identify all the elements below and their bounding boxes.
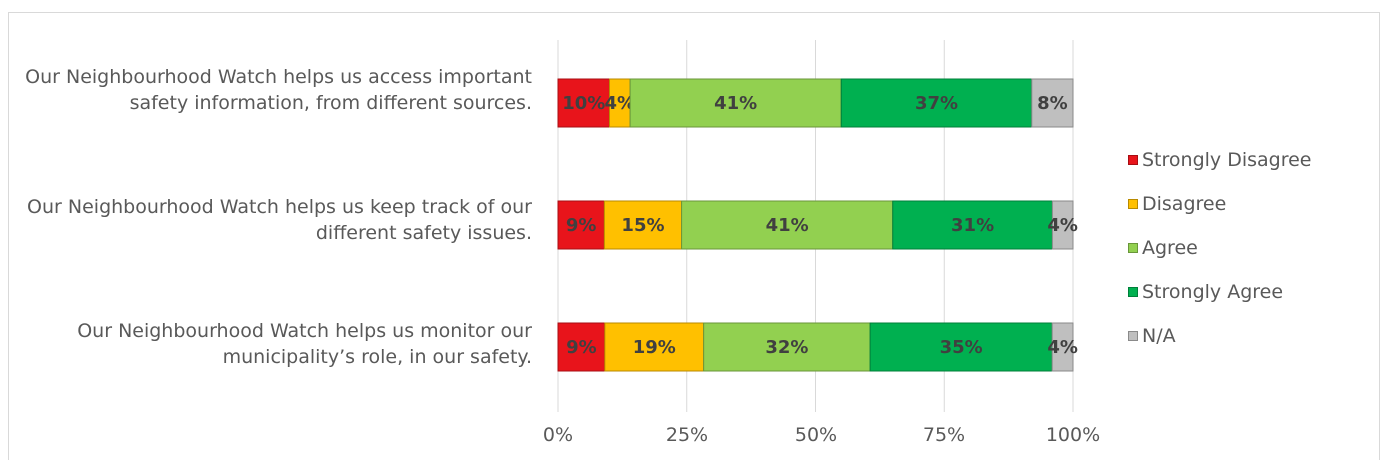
legend-label: N/A <box>1142 325 1176 347</box>
legend-swatch-na <box>1128 331 1138 341</box>
legend-item-disagree: Disagree <box>1128 182 1311 226</box>
x-tick-100: 100% <box>1045 424 1101 446</box>
x-tick-0: 0% <box>542 424 574 446</box>
legend-item-agree: Agree <box>1128 226 1311 270</box>
bar-segment-agree-3 <box>703 322 871 372</box>
data-label-agree-1: 41% <box>714 93 757 114</box>
legend-label: Agree <box>1142 237 1198 259</box>
bar-segment-n-a-3 <box>1051 322 1074 372</box>
data-label-strongly-agree-2: 31% <box>951 215 994 236</box>
data-label-disagree-1: 4% <box>605 93 636 114</box>
legend-swatch-disagree <box>1128 199 1138 209</box>
x-tick-75: 75% <box>922 424 966 446</box>
bar-segment-n-a-1 <box>1031 78 1074 128</box>
legend-swatch-strongly-agree <box>1128 287 1138 297</box>
legend-item-na: N/A <box>1128 314 1311 358</box>
bar-segment-disagree-3 <box>604 322 705 372</box>
data-label-strongly-disagree-1: 10% <box>562 93 605 114</box>
data-label-n-a-3: 4% <box>1047 337 1078 358</box>
legend-label: Disagree <box>1142 193 1227 215</box>
category-label-2: Our Neighbourhood Watch helps us keep tr… <box>27 196 532 244</box>
data-label-disagree-3: 19% <box>633 337 676 358</box>
legend-swatch-agree <box>1128 243 1138 253</box>
data-label-strongly-agree-3: 35% <box>940 337 983 358</box>
data-label-n-a-1: 8% <box>1037 93 1068 114</box>
legend-item-strongly-agree: Strongly Agree <box>1128 270 1311 314</box>
data-label-strongly-disagree-2: 9% <box>566 215 597 236</box>
data-label-agree-2: 41% <box>766 215 809 236</box>
legend-swatch-strongly-disagree <box>1128 155 1138 165</box>
x-tick-50: 50% <box>794 424 838 446</box>
category-label-1: Our Neighbourhood Watch helps us access … <box>25 66 532 114</box>
x-tick-25: 25% <box>665 424 709 446</box>
bar-segment-strongly-disagree-2 <box>557 200 605 250</box>
bar-segment-strongly-agree-2 <box>892 200 1053 250</box>
legend-label: Strongly Disagree <box>1142 149 1312 171</box>
bar-segment-n-a-2 <box>1051 200 1074 250</box>
category-label-3: Our Neighbourhood Watch helps us monitor… <box>77 320 532 368</box>
bar-segment-strongly-agree-1 <box>840 78 1033 128</box>
data-label-strongly-disagree-3: 9% <box>566 337 597 358</box>
bar-segment-agree-1 <box>629 78 842 128</box>
chart-frame <box>8 12 1380 460</box>
data-label-n-a-2: 4% <box>1047 215 1078 236</box>
bar-segment-strongly-disagree-1 <box>557 78 610 128</box>
legend-label: Strongly Agree <box>1142 281 1284 303</box>
legend-item-strongly-disagree: Strongly Disagree <box>1128 138 1311 182</box>
data-label-strongly-agree-1: 37% <box>915 93 958 114</box>
data-label-disagree-2: 15% <box>621 215 664 236</box>
data-label-agree-3: 32% <box>765 337 808 358</box>
legend: Strongly Disagree Disagree Agree Strongl… <box>1128 138 1311 358</box>
bar-segment-disagree-2 <box>603 200 683 250</box>
